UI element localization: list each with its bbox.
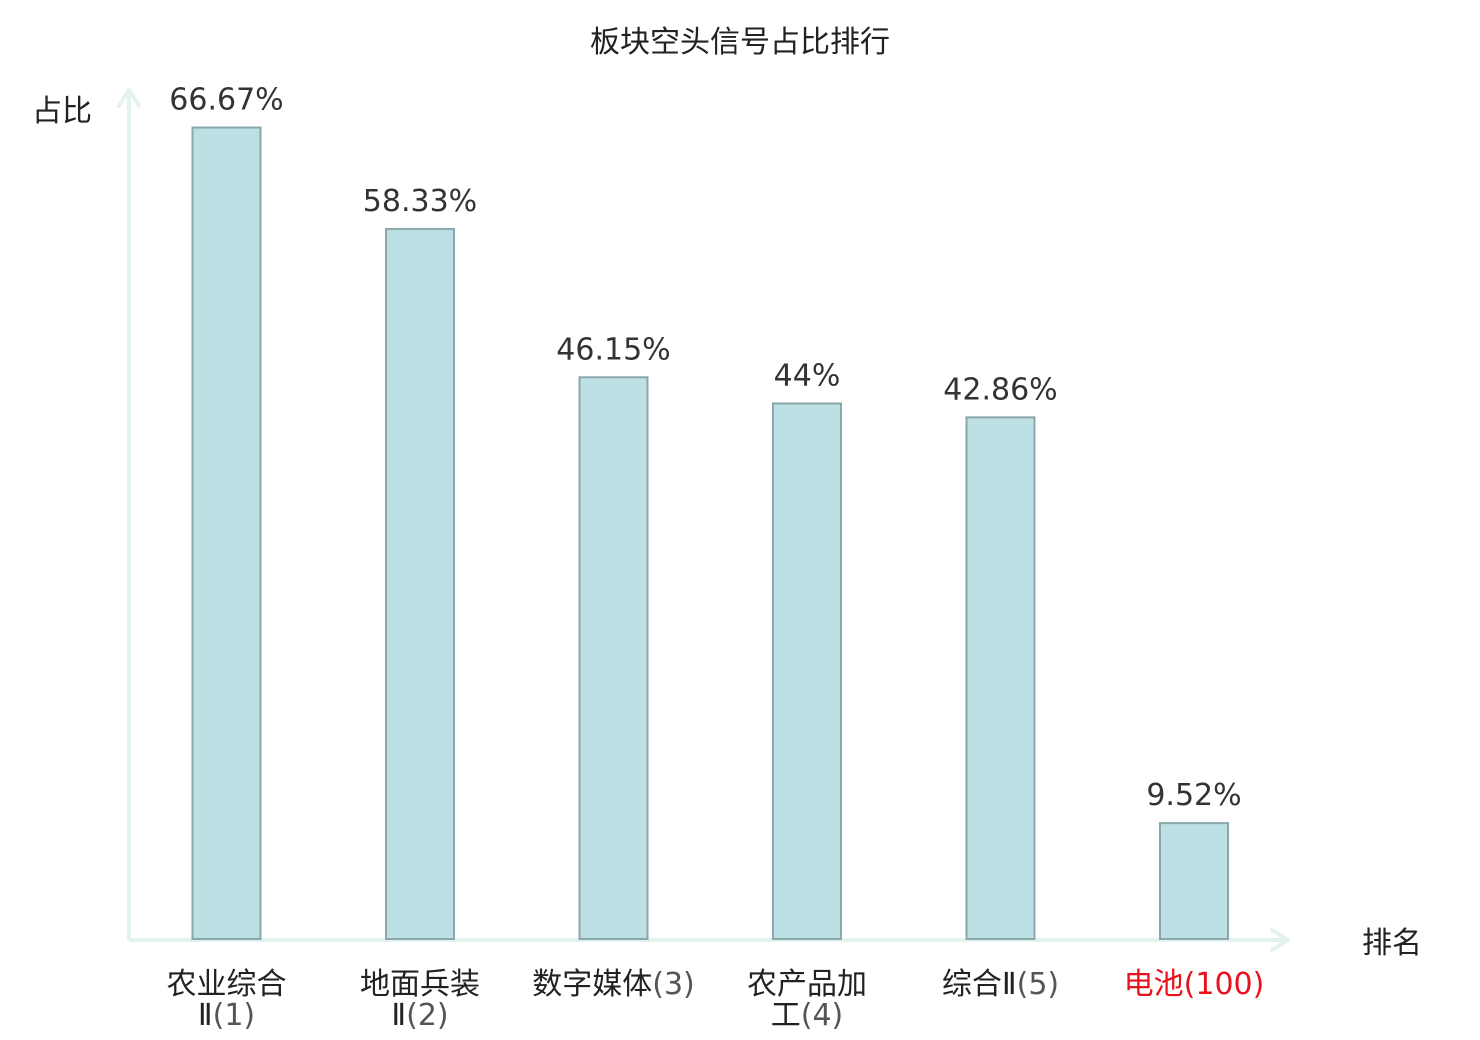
x-axis-arrow [1270,928,1290,952]
bar [1159,822,1229,940]
y-axis-label: 占比 [32,94,92,129]
bar [578,376,649,940]
category-label-line2: 工(4) [771,998,844,1033]
bar [385,228,455,940]
value-label: 42.86% [943,372,1057,407]
category-label-line1: 农产品加 [747,967,867,1002]
value-labels-group: 66.67% 58.33% 46.15% 44% 42.86% 9.52% [169,83,1241,814]
chart-title: 板块空头信号占比排行 [590,25,890,60]
category-label-line1: 地面兵装 [360,967,480,1002]
bar [965,416,1036,940]
category-label-text: 电池(100) [1124,967,1265,1002]
bar [772,402,842,940]
value-label: 9.52% [1146,778,1241,813]
bar [191,126,262,940]
value-label: 66.67% [169,83,283,118]
category-label: 数字媒体(3) [532,967,695,1002]
category-label: 电池(100) [1124,967,1265,1002]
category-label-text: 综合Ⅱ(5) [942,967,1059,1002]
bars-group [191,126,1229,940]
category-label-line2: Ⅱ(2) [391,998,448,1033]
x-axis-label: 排名 [1362,926,1422,961]
category-label: 综合Ⅱ(5) [942,967,1059,1002]
value-label: 58.33% [363,184,477,219]
y-axis-arrow [117,88,141,108]
value-label: 46.15% [556,332,670,367]
category-label-line2: Ⅱ(1) [198,998,255,1033]
value-label: 44% [774,358,841,393]
category-label-line1: 农业综合 [167,967,287,1002]
category-label-text: 数字媒体(3) [532,967,695,1002]
